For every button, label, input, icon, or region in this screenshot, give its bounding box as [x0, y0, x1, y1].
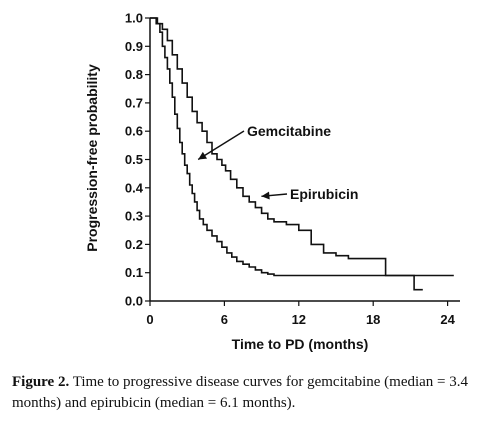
x-tick-label: 0 [146, 312, 153, 327]
gemcitabine-pointer [197, 130, 245, 161]
x-axis-title: Time to PD (months) [232, 336, 369, 352]
y-axis-title: Progression-free probability [84, 64, 100, 252]
y-tick-label: 0.4 [125, 180, 144, 195]
gemcitabine-curve [150, 17, 454, 277]
y-tick-label: 0.3 [125, 209, 143, 224]
y-tick-label: 0.9 [125, 39, 143, 54]
x-tick-label: 6 [221, 312, 228, 327]
figure-caption-text: Time to progressive disease curves for g… [12, 374, 469, 411]
y-tick-label: 0.5 [125, 152, 143, 167]
y-tick-label: 0.7 [125, 95, 143, 110]
x-tick-labels: 0 6 12 18 24 [146, 312, 455, 327]
km-chart: 0.0 0.1 0.2 0.3 0.4 0.5 0.6 0.7 0.8 0.9 1.0 0 6 12 18… [84, 11, 460, 352]
axes [145, 17, 460, 306]
x-tick-label: 18 [366, 312, 380, 327]
epirubicin-arrowhead [261, 191, 270, 200]
epirubicin-label: Epirubicin [290, 186, 358, 202]
figure-caption: Figure 2. Time to progressive disease cu… [12, 372, 492, 414]
series-layer [150, 17, 454, 291]
y-tick-label: 0.6 [125, 124, 143, 139]
y-tick-label: 1.0 [125, 11, 143, 26]
y-tick-labels: 0.0 0.1 0.2 0.3 0.4 0.5 0.6 0.7 0.8 0.9 1.0 [125, 11, 144, 309]
y-tick-label: 0.2 [125, 237, 143, 252]
annotation-layer: Gemcitabine Epirubicin [197, 123, 358, 202]
gemcitabine-label: Gemcitabine [247, 123, 331, 139]
epirubicin-curve [150, 17, 423, 291]
y-tick-label: 0.0 [125, 294, 143, 309]
x-tick-label: 12 [292, 312, 306, 327]
figure-caption-label: Figure 2. [12, 374, 70, 390]
x-tick-label: 24 [440, 312, 455, 327]
y-tick-label: 0.1 [125, 265, 143, 280]
gemcitabine-arrowhead [198, 151, 208, 160]
y-tick-label: 0.8 [125, 67, 143, 82]
